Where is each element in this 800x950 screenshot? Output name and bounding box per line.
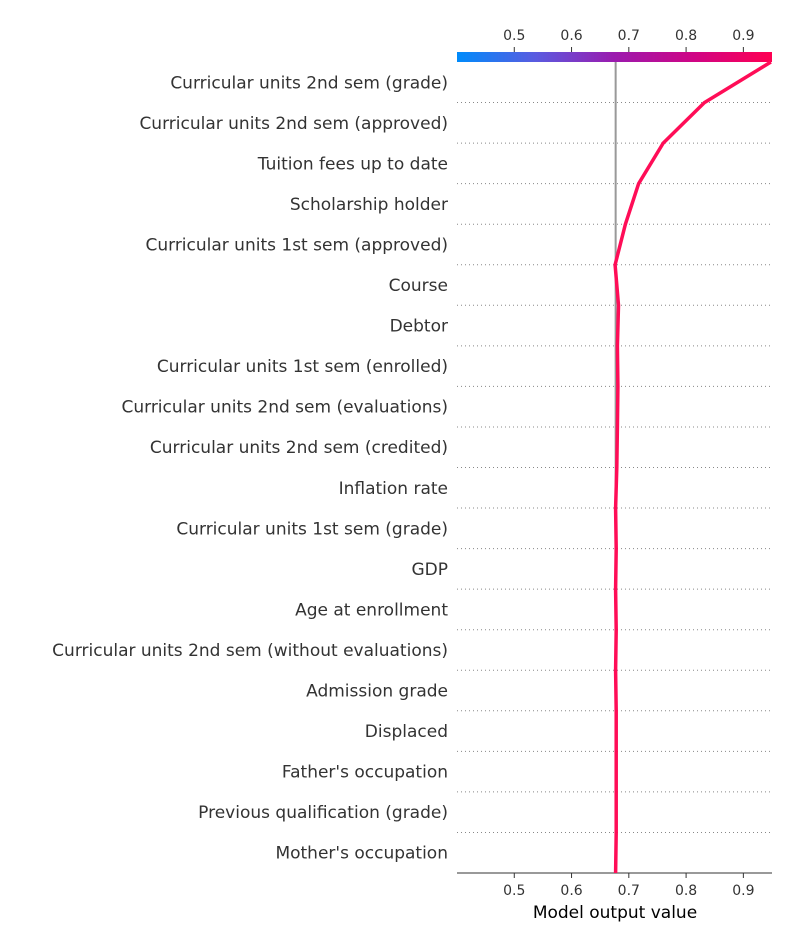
row-gridlines: [457, 102, 772, 833]
feature-label: Curricular units 2nd sem (approved): [139, 114, 448, 134]
feature-label: Scholarship holder: [290, 195, 448, 215]
bottom-tick-label: 0.6: [560, 883, 582, 899]
bottom-tick-label: 0.9: [732, 883, 754, 899]
feature-label: Curricular units 2nd sem (evaluations): [121, 398, 448, 418]
feature-label: Mother's occupation: [275, 844, 448, 864]
feature-label: Inflation rate: [339, 479, 448, 499]
feature-label: Course: [389, 276, 448, 296]
feature-label: Debtor: [390, 317, 448, 337]
feature-label: Curricular units 2nd sem (without evalua…: [52, 641, 448, 661]
feature-label: Father's occupation: [282, 763, 448, 783]
feature-label: Curricular units 1st sem (approved): [145, 235, 448, 255]
bottom-axis-ticks: 0.5 0.6 0.7 0.8 0.9: [503, 873, 754, 899]
feature-label: Curricular units 1st sem (grade): [176, 519, 448, 539]
bottom-tick-label: 0.5: [503, 883, 525, 899]
colorbar: [457, 52, 772, 62]
feature-label: Tuition fees up to date: [257, 154, 448, 174]
bottom-tick-label: 0.8: [675, 883, 697, 899]
top-tick-label: 0.7: [618, 28, 640, 44]
feature-label: Curricular units 2nd sem (grade): [170, 73, 448, 93]
decision-path-line: [613, 60, 772, 874]
x-axis-title: Model output value: [533, 903, 697, 923]
feature-label: Age at enrollment: [295, 600, 448, 620]
feature-label: Curricular units 2nd sem (credited): [150, 438, 448, 458]
feature-label: GDP: [411, 560, 448, 580]
feature-label: Displaced: [365, 722, 448, 742]
top-tick-label: 0.6: [560, 28, 582, 44]
top-tick-label: 0.5: [503, 28, 525, 44]
top-tick-label: 0.8: [675, 28, 697, 44]
top-tick-label: 0.9: [732, 28, 754, 44]
feature-label: Curricular units 1st sem (enrolled): [157, 357, 448, 377]
feature-label: Previous qualification (grade): [198, 803, 448, 823]
top-axis-ticks: 0.5 0.6 0.7 0.8 0.9: [503, 28, 754, 52]
bottom-tick-label: 0.7: [618, 883, 640, 899]
feature-label: Admission grade: [306, 682, 448, 702]
feature-labels: Curricular units 2nd sem (grade) Curricul…: [52, 73, 448, 863]
